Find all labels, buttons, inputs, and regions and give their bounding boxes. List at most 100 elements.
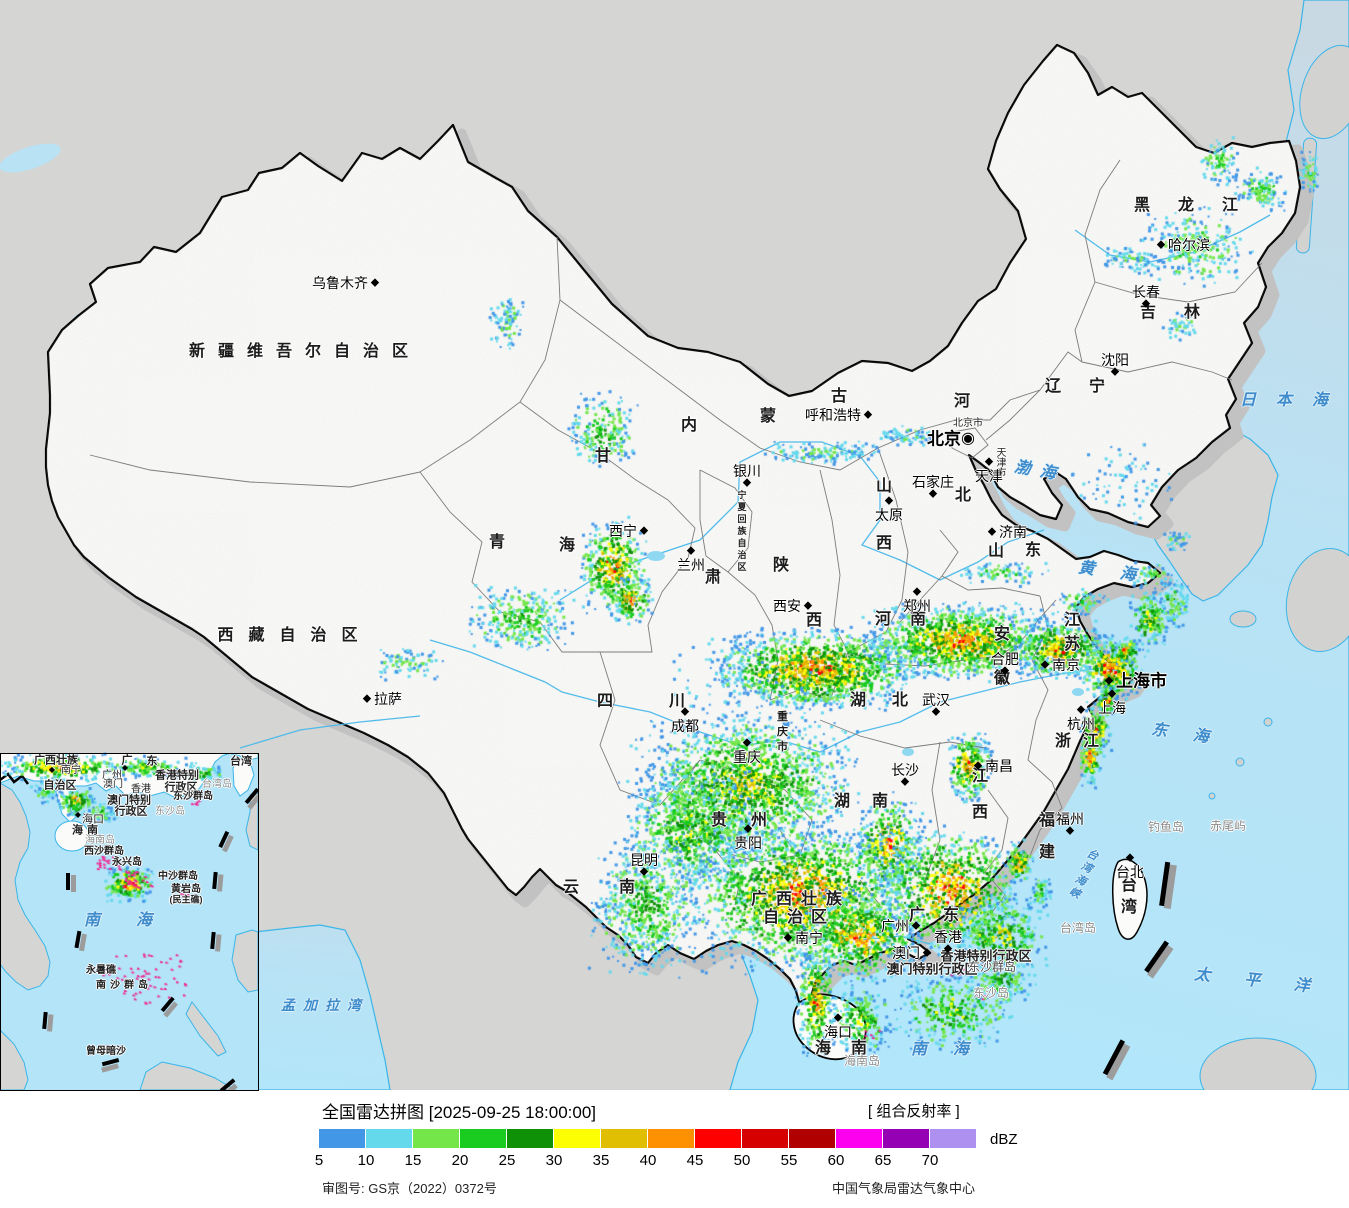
legend-tick-label: 10 (357, 1152, 375, 1169)
city-label: 郑州 (903, 598, 931, 614)
map-label: 湖北 (849, 692, 935, 709)
map-label: 东海 (1150, 721, 1236, 750)
city-marker: ◆ (863, 408, 873, 421)
legend-tick-label: 45 (686, 1152, 704, 1169)
legend-tick-label: 35 (592, 1152, 610, 1169)
map-label: 西 (875, 535, 893, 552)
map-label: 安徽 (991, 625, 1008, 713)
map-label: 黄岩岛 (171, 884, 201, 895)
legend-color-swatch (554, 1129, 601, 1148)
city-label: 长春 (1132, 284, 1160, 300)
city-label: 台北 (1116, 864, 1144, 880)
dbz-colorbar (319, 1129, 977, 1148)
city-marker: ◆ (900, 775, 910, 788)
city-marker: ◆ (922, 946, 932, 959)
map-label: 海南 (72, 824, 102, 837)
city-marker: ◆ (928, 487, 938, 500)
map-label: 澳门 (103, 779, 123, 790)
map-label: 澳门特别 (107, 794, 151, 807)
map-label: 日本海 (1239, 392, 1349, 409)
map-label: 香港 (131, 784, 151, 795)
map-label: 海 (558, 537, 576, 554)
city-label: 天津 (975, 468, 1003, 484)
china-radar-map: 新疆维吾尔自治区 西藏自治区青海甘肃内蒙古宁夏回族自治区陕西山西河北山东河南 江苏安… (0, 0, 1349, 1091)
city-marker: ◆ (833, 1011, 843, 1024)
map-label: (民主礁) (169, 894, 203, 905)
map-label: 广州 (102, 770, 122, 781)
map-label: 蒙 (759, 408, 777, 425)
legend-color-swatch (413, 1129, 460, 1148)
legend-color-swatch (366, 1129, 413, 1148)
city-label: 武汉 (922, 692, 950, 708)
map-label: 广东 (908, 907, 978, 924)
city-marker: ◆ (1076, 703, 1086, 716)
map-label: 广 (121, 754, 133, 767)
legend-tick-label: 5 (314, 1152, 324, 1169)
map-label: 渤海 (1012, 458, 1068, 485)
map-label: 肃 (704, 569, 722, 586)
map-label: 贵州 (710, 812, 792, 829)
city-marker: ◆ (1125, 851, 1135, 864)
map-label: 江西 (969, 767, 986, 839)
map-label: 台湾海峡 (1065, 846, 1100, 903)
map-label: 广西壮族 (34, 754, 78, 767)
map-label: 自治区 (43, 779, 77, 792)
map-label: 台湾岛 (1059, 921, 1097, 935)
map-title: 全国雷达拼图 [2025-09-25 18:00:00] (322, 1103, 597, 1122)
city-marker: ◆ (362, 692, 372, 705)
city-marker: ◆ (1104, 674, 1114, 687)
city-marker: ◆ (639, 865, 649, 878)
city-label: 上海市 (1116, 671, 1167, 691)
map-label: 中沙群岛 (158, 871, 198, 882)
legend-color-swatch (789, 1129, 836, 1148)
legend-color-swatch (460, 1129, 507, 1148)
city-label: 呼和浩特 (805, 407, 861, 423)
legend-tick-label: 70 (921, 1152, 939, 1169)
city-label: 乌鲁木齐 (312, 275, 368, 291)
city-marker: ◆ (803, 599, 813, 612)
city-label: 西宁 (609, 523, 637, 539)
map-label: 东沙岛 (972, 986, 1010, 1000)
map-label: 河南 (874, 611, 946, 628)
map-label: 辽宁 (1044, 378, 1134, 395)
legend-color-swatch (507, 1129, 554, 1148)
city-marker: ◆ (911, 919, 921, 932)
city-marker: ◆ (680, 705, 690, 718)
city-label: 西安 (773, 598, 801, 614)
legend-color-swatch (930, 1129, 977, 1148)
city-marker: ◆ (912, 585, 922, 598)
city-label: 合肥 (991, 651, 1019, 667)
map-label: 东 (1024, 542, 1042, 559)
map-label: 吉林 (1139, 304, 1229, 321)
map-label: 广西壮族 (750, 891, 852, 908)
map-label: 四川 (596, 693, 742, 710)
city-marker: ◆ (639, 524, 649, 537)
map-label: 北 (954, 487, 972, 504)
city-label: 济南 (999, 524, 1027, 540)
map-labels-layer: 新疆维吾尔自治区 西藏自治区青海甘肃内蒙古宁夏回族自治区陕西山西河北山东河南 江苏安… (34, 197, 1349, 1068)
city-label: 海口 (824, 1024, 852, 1040)
map-label: 行政区 (114, 805, 148, 818)
map-label: 香港特别 (155, 769, 199, 782)
map-label: 台湾 (230, 755, 252, 768)
legend-color-swatch (319, 1129, 366, 1148)
map-label: 黑龙江 (1133, 197, 1267, 214)
city-marker: ◆ (1107, 687, 1117, 700)
legend-color-swatch (742, 1129, 789, 1148)
dbz-tick-labels: 5 10 15 20 25 30 35 40 45 50 55 60 65 70 (0, 1152, 1349, 1170)
legend-tick-label: 65 (874, 1152, 892, 1169)
map-label: 东 (146, 755, 158, 768)
map-label: 海南 (814, 1040, 888, 1057)
city-marker: ◆ (987, 525, 997, 538)
legend-color-swatch (695, 1129, 742, 1148)
legend-tick-label: 60 (827, 1152, 845, 1169)
city-label: 兰州 (677, 557, 705, 573)
city-marker: ◆ (1000, 664, 1010, 677)
map-label: 台湾 (1118, 876, 1135, 920)
map-label: 西沙群岛 (84, 846, 124, 857)
map-label: 东沙岛 (155, 806, 185, 817)
map-label: ◆ (48, 765, 56, 774)
legend-tick-label: 25 (498, 1152, 516, 1169)
map-label: 东沙群岛 (967, 960, 1017, 974)
